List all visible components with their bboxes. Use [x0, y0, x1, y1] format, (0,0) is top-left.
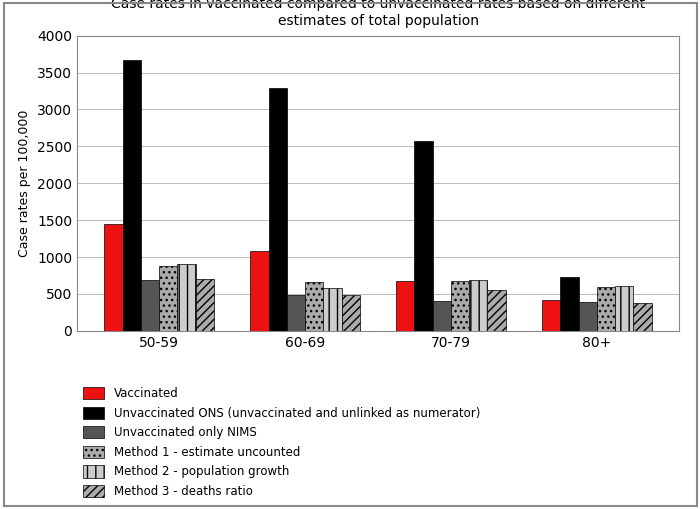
Bar	[141, 280, 159, 331]
Bar	[433, 301, 451, 331]
Bar	[579, 302, 597, 331]
Bar	[451, 280, 469, 331]
Bar	[122, 60, 141, 331]
Bar	[634, 303, 652, 331]
Bar	[323, 288, 342, 331]
Bar	[287, 295, 305, 331]
Bar	[469, 280, 487, 331]
Bar	[615, 286, 634, 331]
Bar	[159, 266, 177, 331]
Bar	[195, 279, 214, 331]
Bar	[104, 224, 122, 331]
Bar	[342, 295, 360, 331]
Y-axis label: Case rates per 100,000: Case rates per 100,000	[18, 109, 32, 257]
Bar	[251, 251, 269, 331]
Bar	[561, 277, 579, 331]
Legend: Vaccinated, Unvaccinated ONS (unvaccinated and unlinked as numerator), Unvaccina: Vaccinated, Unvaccinated ONS (unvaccinat…	[83, 387, 480, 498]
Title: Case rates in vaccinated compared to unvaccinated rates based on different
estim: Case rates in vaccinated compared to unv…	[111, 0, 645, 27]
Bar	[414, 141, 433, 331]
Bar	[269, 88, 287, 331]
Bar	[487, 290, 505, 331]
Bar	[305, 282, 323, 331]
Bar	[396, 281, 414, 331]
Bar	[542, 300, 561, 331]
Bar	[597, 287, 615, 331]
Bar	[177, 265, 195, 331]
